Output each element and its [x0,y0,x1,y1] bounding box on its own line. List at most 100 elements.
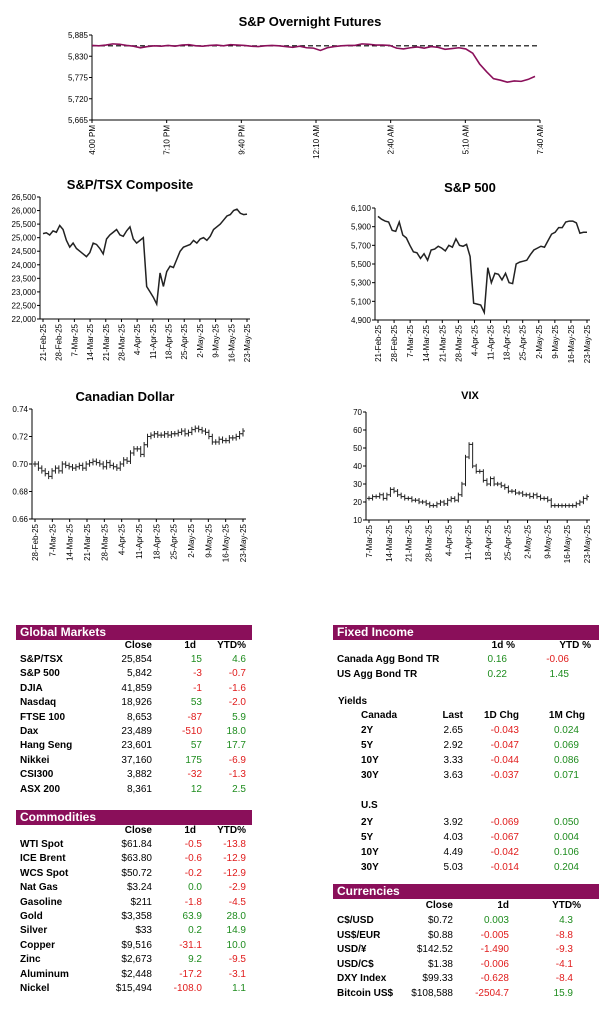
row-ytd: -9.3 [555,944,573,956]
y-tick-label: 5,830 [68,52,89,61]
y-tick-label: 5,665 [68,116,89,125]
row-1d: 57 [190,740,202,752]
y-tick-label: 70 [353,408,362,417]
yield-tenor: 5Y [361,832,374,843]
x-tick-label: 16-May-25 [563,524,572,563]
row-1d: -32 [187,769,202,781]
row-1d-pct: 0.16 [487,654,507,665]
row-1d: 15 [190,654,202,665]
table-row: Aluminum $2,448 -17.2 -3.1 [20,968,260,981]
row-ytd: -0.7 [228,668,246,680]
x-tick-label: 2:40 AM [387,125,396,155]
x-tick-label: 28-Feb-25 [390,324,399,361]
x-tick-label: 4-Apr-25 [133,323,142,355]
header-1d: 1d [497,900,509,911]
row-ytd: -3.1 [228,968,246,980]
row-ytd: -13.8 [223,839,246,850]
x-tick-label: 23-May-25 [239,523,248,562]
x-tick-label: 28-Feb-25 [55,323,64,360]
row-close: $63.80 [121,853,152,865]
row-label: DJIA [20,682,43,694]
row-1d: 0.0 [188,882,202,894]
vix-chart-title: VIX [461,390,479,402]
x-tick-label: 21-Mar-25 [405,524,414,561]
y-tick-label: 10 [353,516,362,525]
row-1d-pct: 0.22 [487,668,507,680]
row-1d: 0.003 [483,915,509,926]
yields-header-row: Canada Last 1D Chg 1M Chg [337,709,599,722]
row-label: Canada Agg Bond TR [337,654,440,665]
yield-row: 10Y 4.49 -0.042 0.106 [337,846,599,859]
x-tick-label: 14-Mar-25 [86,323,95,360]
y-tick-label: 25,000 [12,234,37,243]
y-tick-label: 0.68 [12,488,28,497]
row-ytd: 17.7 [226,740,246,752]
row-ytd: -4.1 [555,958,573,970]
row-label: Nikkei [20,754,50,766]
row-close: $50.72 [121,867,152,879]
row-ytd: 4.6 [232,654,246,665]
table-header-row: Close 1d YTD% [337,899,599,912]
row-ytd: -1.3 [228,769,246,781]
row-ytd: -2.0 [228,697,246,709]
x-tick-label: 18-Apr-25 [152,523,161,559]
row-ytd: -6.9 [228,754,246,766]
yield-1m-chg: 0.071 [553,770,579,781]
y-tick-label: 40 [353,462,362,471]
yield-tenor: 10Y [361,847,379,858]
yield-1m-chg: 0.069 [553,740,579,751]
row-1d: -0.6 [184,853,202,865]
currencies-header: Currencies [333,884,599,899]
row-close: $108,588 [411,988,453,999]
row-close: $142.52 [416,944,453,956]
yield-last: 4.03 [443,832,463,843]
row-1d: -2504.7 [475,988,509,999]
table-row: USD/C$ $1.38 -0.006 -4.1 [337,958,599,971]
row-ytd-pct: 1.45 [549,668,569,680]
yield-last: 5.03 [443,862,463,873]
row-1d: -0.006 [480,958,509,970]
row-label: USD/C$ [337,958,374,970]
y-tick-label: 5,885 [68,31,89,40]
table-row: ASX 200 8,361 12 2.5 [20,783,260,796]
x-tick-label: 9-May-25 [551,324,560,358]
yield-1m-chg: 0.004 [553,832,579,843]
x-tick-label: 14-Mar-25 [422,324,431,361]
x-tick-label: 4-Apr-25 [444,524,453,556]
table-header-row: Close 1d YTD% [20,824,260,837]
row-label: US$/EUR [337,929,381,941]
row-1d: 175 [185,754,202,766]
row-close: 8,361 [126,783,152,795]
row-label: US Agg Bond TR [337,668,418,680]
table-header-row: 1d % YTD % [337,639,599,652]
x-tick-label: 23-May-25 [583,524,592,563]
row-label: Aluminum [20,968,69,980]
row-label: Nasdaq [20,697,57,709]
row-close: 8,653 [126,711,152,723]
x-tick-label: 4-Apr-25 [470,324,479,356]
yields-us-header: U.S [337,799,599,812]
row-ytd: 2.5 [232,783,246,795]
commodities-header: Commodities [16,810,252,825]
x-tick-label: 9-May-25 [543,524,552,558]
x-tick-label: 28-Mar-25 [100,523,109,560]
global-markets-header: Global Markets [16,625,252,640]
row-close: 25,854 [121,654,152,665]
row-label: Hang Seng [20,740,73,752]
yield-1d-chg: -0.067 [490,832,519,843]
row-ytd: 4.3 [559,915,573,926]
yield-1d-chg: -0.042 [490,847,519,858]
y-tick-label: 26,000 [12,207,37,216]
row-1d: -510 [181,726,202,737]
table-row: Nikkei 37,160 175 -6.9 [20,754,260,767]
row-close: $3,358 [121,911,152,922]
x-tick-label: 11-Apr-25 [464,524,473,560]
x-tick-label: 21-Feb-25 [39,323,48,360]
row-1d: 0.2 [188,925,202,937]
row-ytd: -8.4 [555,973,573,985]
header-1d-pct: 1d % [491,640,515,651]
x-tick-label: 2-May-25 [187,523,196,557]
row-1d: -1 [193,682,202,694]
